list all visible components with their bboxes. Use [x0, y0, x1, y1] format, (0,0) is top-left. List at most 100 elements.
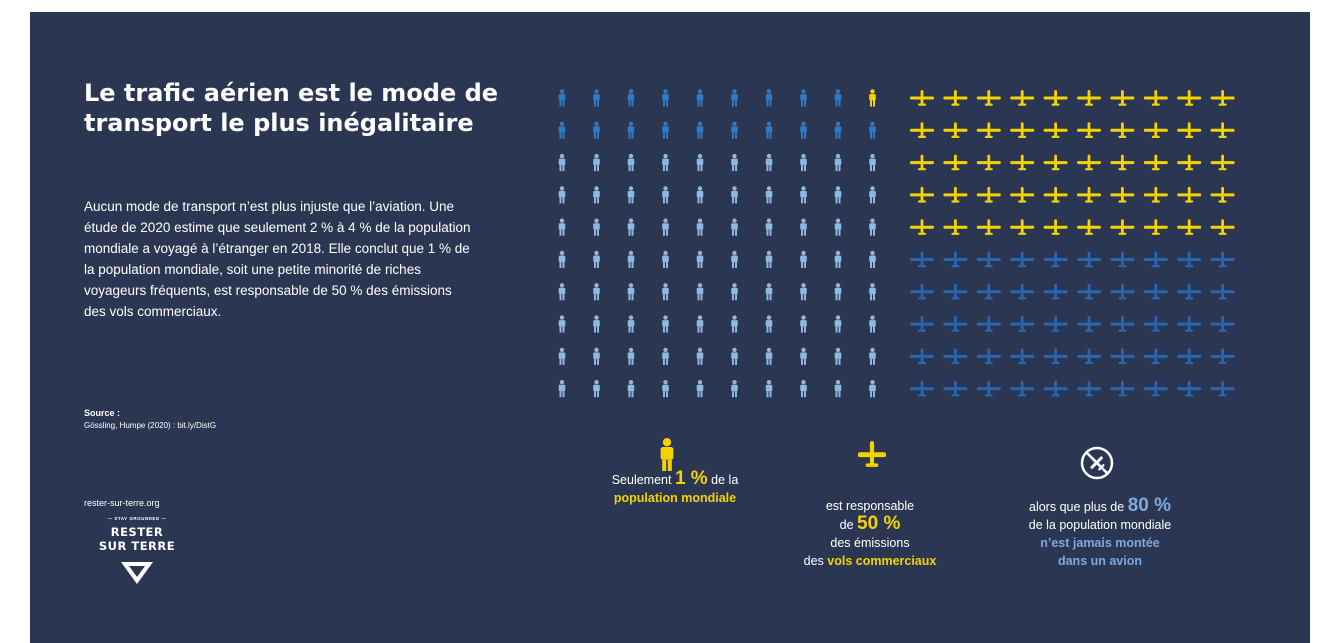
airplane-icon: [1010, 122, 1035, 138]
person-icon: [696, 218, 704, 236]
airplane-icon: [1177, 90, 1202, 106]
person-icon: [662, 283, 669, 301]
airplane-icon: [943, 122, 968, 138]
person-icon: [627, 89, 635, 107]
caption-never-flown: alors que plus de 80 % de la population …: [1028, 495, 1172, 568]
airplane-icon: [1210, 186, 1235, 203]
airplane-icon: [976, 90, 1001, 106]
airplane-icon: [1177, 154, 1202, 171]
airplane-icon: [910, 219, 934, 235]
person-icon: [593, 218, 600, 236]
person-icon: [869, 380, 876, 398]
person-icon: [558, 218, 566, 236]
person-icon: [731, 186, 738, 204]
person-icon: [627, 283, 635, 301]
airplane-icon: [943, 154, 968, 171]
person-icon: [627, 186, 635, 204]
airplane-icon: [1177, 122, 1202, 138]
person-icon: [662, 186, 669, 204]
person-icon: [869, 283, 876, 301]
airplane-icon: [910, 186, 934, 203]
person-icon: [765, 283, 773, 301]
caption-emissions: est responsable de 50 % des émissions de…: [803, 499, 937, 568]
person-icon: [869, 121, 876, 139]
airplane-icon: [1010, 154, 1035, 171]
person-icon: [627, 347, 635, 365]
person-icon: [558, 89, 566, 107]
airplane-icon: [1043, 219, 1068, 235]
person-icon: [627, 218, 635, 236]
airplane-icon: [1143, 90, 1168, 106]
person-icon: [800, 380, 807, 398]
person-icon: [731, 153, 738, 172]
person-icon: [558, 250, 566, 268]
person-icon: [800, 283, 807, 301]
airplane-icon: [1077, 380, 1101, 397]
person-icon: [627, 153, 635, 172]
page-title: Le trafic aérien est le mode de transpor…: [84, 79, 499, 137]
airplane-icon: [1077, 348, 1101, 365]
airplane-icon: [1177, 348, 1202, 365]
person-icon: [558, 380, 566, 398]
airplane-icon: [943, 90, 968, 106]
airplane-icon: [1210, 251, 1235, 268]
person-icon: [696, 347, 704, 365]
airplane-icon: [1043, 251, 1068, 268]
airplane-icon: [976, 154, 1001, 171]
person-icon: [765, 315, 773, 333]
airplane-icon: [976, 251, 1001, 268]
airplane-icon: [1010, 219, 1035, 235]
airplane-icon: [1210, 154, 1235, 171]
airplane-icon: [1043, 90, 1068, 106]
airplane-icon: [1110, 154, 1135, 171]
person-icon: [765, 250, 773, 268]
airplane-icon: [1077, 122, 1101, 138]
airplane-icon: [943, 380, 968, 397]
airplane-icon: [1210, 380, 1235, 397]
airplane-icon: [1043, 316, 1068, 332]
airplane-icon: [976, 380, 1001, 397]
person-icon: [627, 121, 635, 139]
person-icon: [662, 218, 669, 236]
person-icon: [662, 89, 669, 107]
person-icon: [662, 121, 669, 139]
person-icon: [869, 186, 876, 204]
person-icon: [800, 121, 807, 139]
airplane-icon: [976, 219, 1001, 235]
person-icon: [593, 315, 600, 333]
person-icon: [558, 153, 566, 172]
airplane-icon: [1110, 186, 1135, 203]
person-icon: [765, 380, 773, 398]
airplane-icon: [1177, 316, 1202, 332]
airplane-icon: [1110, 316, 1135, 332]
person-icon: [627, 315, 635, 333]
airplane-icon: [976, 348, 1001, 365]
person-icon: [662, 250, 669, 268]
person-icon: [558, 347, 566, 365]
airplane-icon: [1143, 251, 1168, 268]
airplane-icon: [1143, 348, 1168, 365]
logo-text-sur-terre: SUR TERRE: [98, 539, 176, 553]
airplane-icon: [1110, 90, 1135, 106]
airplane-icon: [1110, 219, 1135, 235]
person-icon: [765, 186, 773, 204]
airplane-icon: [1210, 90, 1235, 106]
airplane-icon: [1110, 283, 1135, 300]
person-icon: [800, 153, 807, 172]
airplane-icon: [1043, 122, 1068, 138]
person-icon: [869, 250, 876, 268]
airplane-icon: [1110, 251, 1135, 268]
person-icon: [869, 218, 876, 236]
airplane-icon: [1210, 348, 1235, 365]
airplane-icon: [910, 283, 934, 300]
airplane-icon: [943, 186, 968, 203]
person-icon: [696, 380, 704, 398]
person-icon: [731, 121, 738, 139]
airplane-icon: [1110, 380, 1135, 397]
person-icon: [765, 121, 773, 139]
person-icon: [696, 89, 704, 107]
person-icon: [834, 283, 842, 301]
airplane-icon: [1043, 283, 1068, 300]
